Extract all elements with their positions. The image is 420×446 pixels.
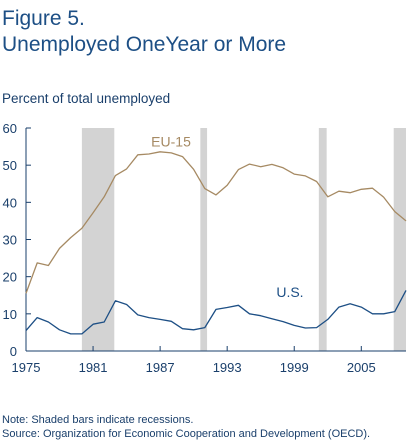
y-tick-label-0: 0: [10, 344, 17, 359]
y-tick-label-30: 30: [3, 233, 17, 248]
recession-bar-4: [393, 128, 406, 351]
series-label-eu-15: EU-15: [151, 134, 191, 150]
series-label-u-s: U.S.: [276, 284, 303, 300]
figure-number: Figure 5.: [2, 7, 85, 30]
y-axis-label: Percent of total unemployed: [2, 91, 171, 106]
figure-title: Unemployed OneYear or More: [2, 33, 287, 56]
recession-bar-3: [318, 128, 327, 351]
series-lines: [25, 151, 407, 335]
y-tick-label-50: 50: [3, 158, 17, 173]
x-tick-label-1993: 1993: [213, 360, 242, 375]
y-tick-label-20: 20: [3, 270, 17, 285]
x-tick-label-1975: 1975: [12, 360, 41, 375]
y-tick-label-10: 10: [3, 307, 17, 322]
x-tick-label-1987: 1987: [146, 360, 175, 375]
x-tick-label-2005: 2005: [347, 360, 376, 375]
x-tick-label-1981: 1981: [79, 360, 108, 375]
series-labels: EU-15 U.S.: [151, 134, 303, 301]
chart-title: Figure 5. Unemployed OneYear or More: [2, 6, 286, 58]
y-tick-label-40: 40: [3, 195, 17, 210]
series-line-eu-15: [25, 151, 407, 294]
series-line-u-s: [25, 290, 407, 335]
recession-bar-2: [200, 128, 208, 351]
y-tick-label-60: 60: [3, 121, 17, 136]
note-recessions: Note: Shaded bars indicate recessions.: [2, 414, 194, 426]
x-tick-label-1999: 1999: [280, 360, 309, 375]
recession-bars: [81, 128, 406, 351]
recession-bar-1: [81, 128, 115, 351]
axes: 0 10 20 30 40 50 60 1975 1981 1987 1993 1999 2005: [3, 121, 406, 375]
source-note: Source: Organization for Economic Cooper…: [2, 428, 371, 440]
